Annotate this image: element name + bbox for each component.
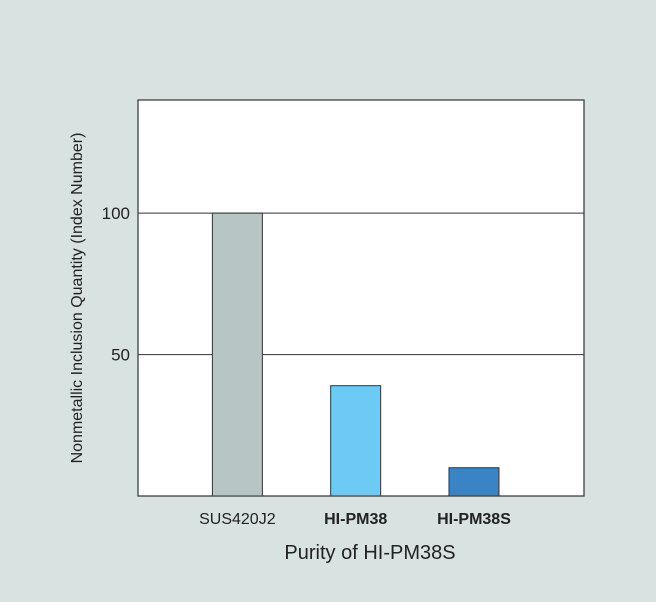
x-tick-labels: SUS420J2 HI-PM38 HI-PM38S — [199, 511, 511, 528]
x-tick-label: HI-PM38S — [437, 511, 511, 528]
x-tick-label: HI-PM38 — [324, 511, 387, 528]
y-tick-label: 50 — [111, 346, 130, 365]
x-axis-label: Purity of HI-PM38S — [284, 542, 455, 564]
x-tick-label: SUS420J2 — [199, 511, 276, 528]
bars — [211, 212, 500, 497]
bar — [330, 385, 382, 497]
y-tick-labels: 50 100 — [102, 204, 130, 364]
y-tick-label: 100 — [102, 204, 130, 223]
y-axis-label: Nonmetallic Inclusion Quantity (Index Nu… — [69, 133, 86, 464]
bar — [448, 467, 500, 497]
bar — [211, 212, 263, 497]
